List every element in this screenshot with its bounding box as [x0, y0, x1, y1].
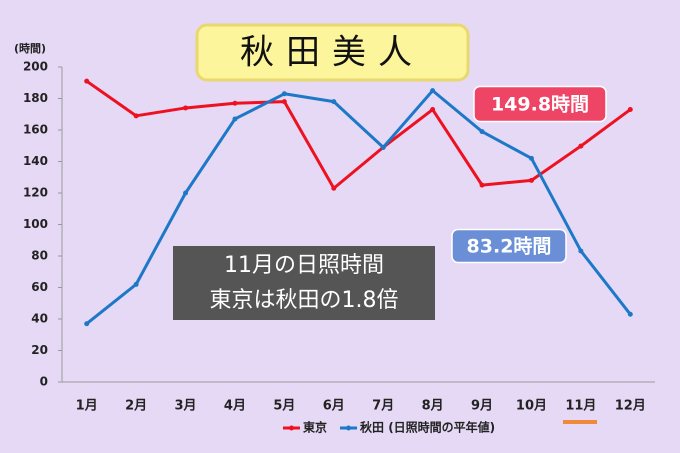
x-tick-label: 12月 [615, 399, 646, 414]
point [578, 143, 584, 149]
x-tick-label: 5月 [273, 399, 295, 414]
note-box [173, 246, 435, 320]
point [479, 182, 485, 188]
y-tick-label: 20 [31, 343, 48, 357]
y-axis-label: (時間) [14, 41, 46, 55]
point [232, 116, 238, 122]
point [133, 113, 139, 119]
point [281, 99, 287, 105]
y-tick-label: 80 [31, 249, 48, 263]
point [430, 107, 436, 113]
point [627, 107, 633, 113]
y-tick-label: 100 [23, 217, 48, 231]
point [84, 321, 90, 327]
point [430, 88, 436, 94]
point [232, 100, 238, 106]
y-tick-label: 0 [40, 375, 48, 389]
point [331, 99, 337, 105]
value-label: 149.8時間 [491, 94, 589, 116]
x-tick-label: 11月 [565, 399, 596, 414]
value-label-box [473, 85, 607, 123]
x-tick-label: 1月 [76, 399, 98, 414]
title-box [195, 23, 470, 82]
y-tick-label: 120 [23, 186, 48, 200]
point [479, 129, 485, 135]
y-tick-label: 40 [31, 312, 48, 326]
x-tick-label: 9月 [471, 399, 493, 414]
x-tick-label: 4月 [224, 399, 246, 414]
value-label: 83.2時間 [467, 236, 552, 258]
highlight-underline [563, 420, 597, 424]
point [578, 248, 584, 254]
x-tick-label: 3月 [175, 399, 197, 414]
y-tick-label: 140 [23, 154, 48, 168]
legend-swatch-dot [289, 425, 294, 431]
y-tick-label: 200 [23, 60, 48, 74]
x-tick-label: 2月 [125, 399, 147, 414]
legend-label: 秋田 (日照時間の平年値) [360, 420, 495, 435]
point [528, 177, 534, 183]
point [281, 91, 287, 97]
x-tick-label: 10月 [516, 399, 547, 414]
point [183, 190, 189, 196]
y-tick-label: 60 [31, 280, 48, 294]
legend-swatch-dot [346, 425, 352, 431]
note-line: 11月の日照時間 [224, 253, 384, 278]
y-tick-label: 160 [23, 123, 48, 137]
x-tick-label: 6月 [323, 399, 345, 414]
note-line: 東京は秋田の1.8倍 [210, 288, 399, 313]
x-tick-label: 7月 [372, 399, 394, 414]
value-label-box [451, 228, 567, 264]
point [183, 105, 189, 111]
point [133, 281, 139, 287]
x-tick-label: 8月 [422, 399, 444, 414]
y-tick-label: 180 [23, 91, 48, 105]
point [528, 155, 534, 161]
point [380, 144, 386, 150]
point [331, 185, 337, 191]
point [627, 311, 633, 317]
chart-title: 秋田美人 [240, 33, 424, 73]
point [84, 78, 90, 84]
legend-label: 東京 [303, 420, 327, 435]
series-line [85, 89, 632, 325]
